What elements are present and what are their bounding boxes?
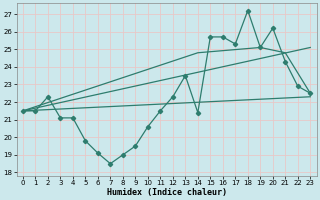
- X-axis label: Humidex (Indice chaleur): Humidex (Indice chaleur): [107, 188, 227, 197]
